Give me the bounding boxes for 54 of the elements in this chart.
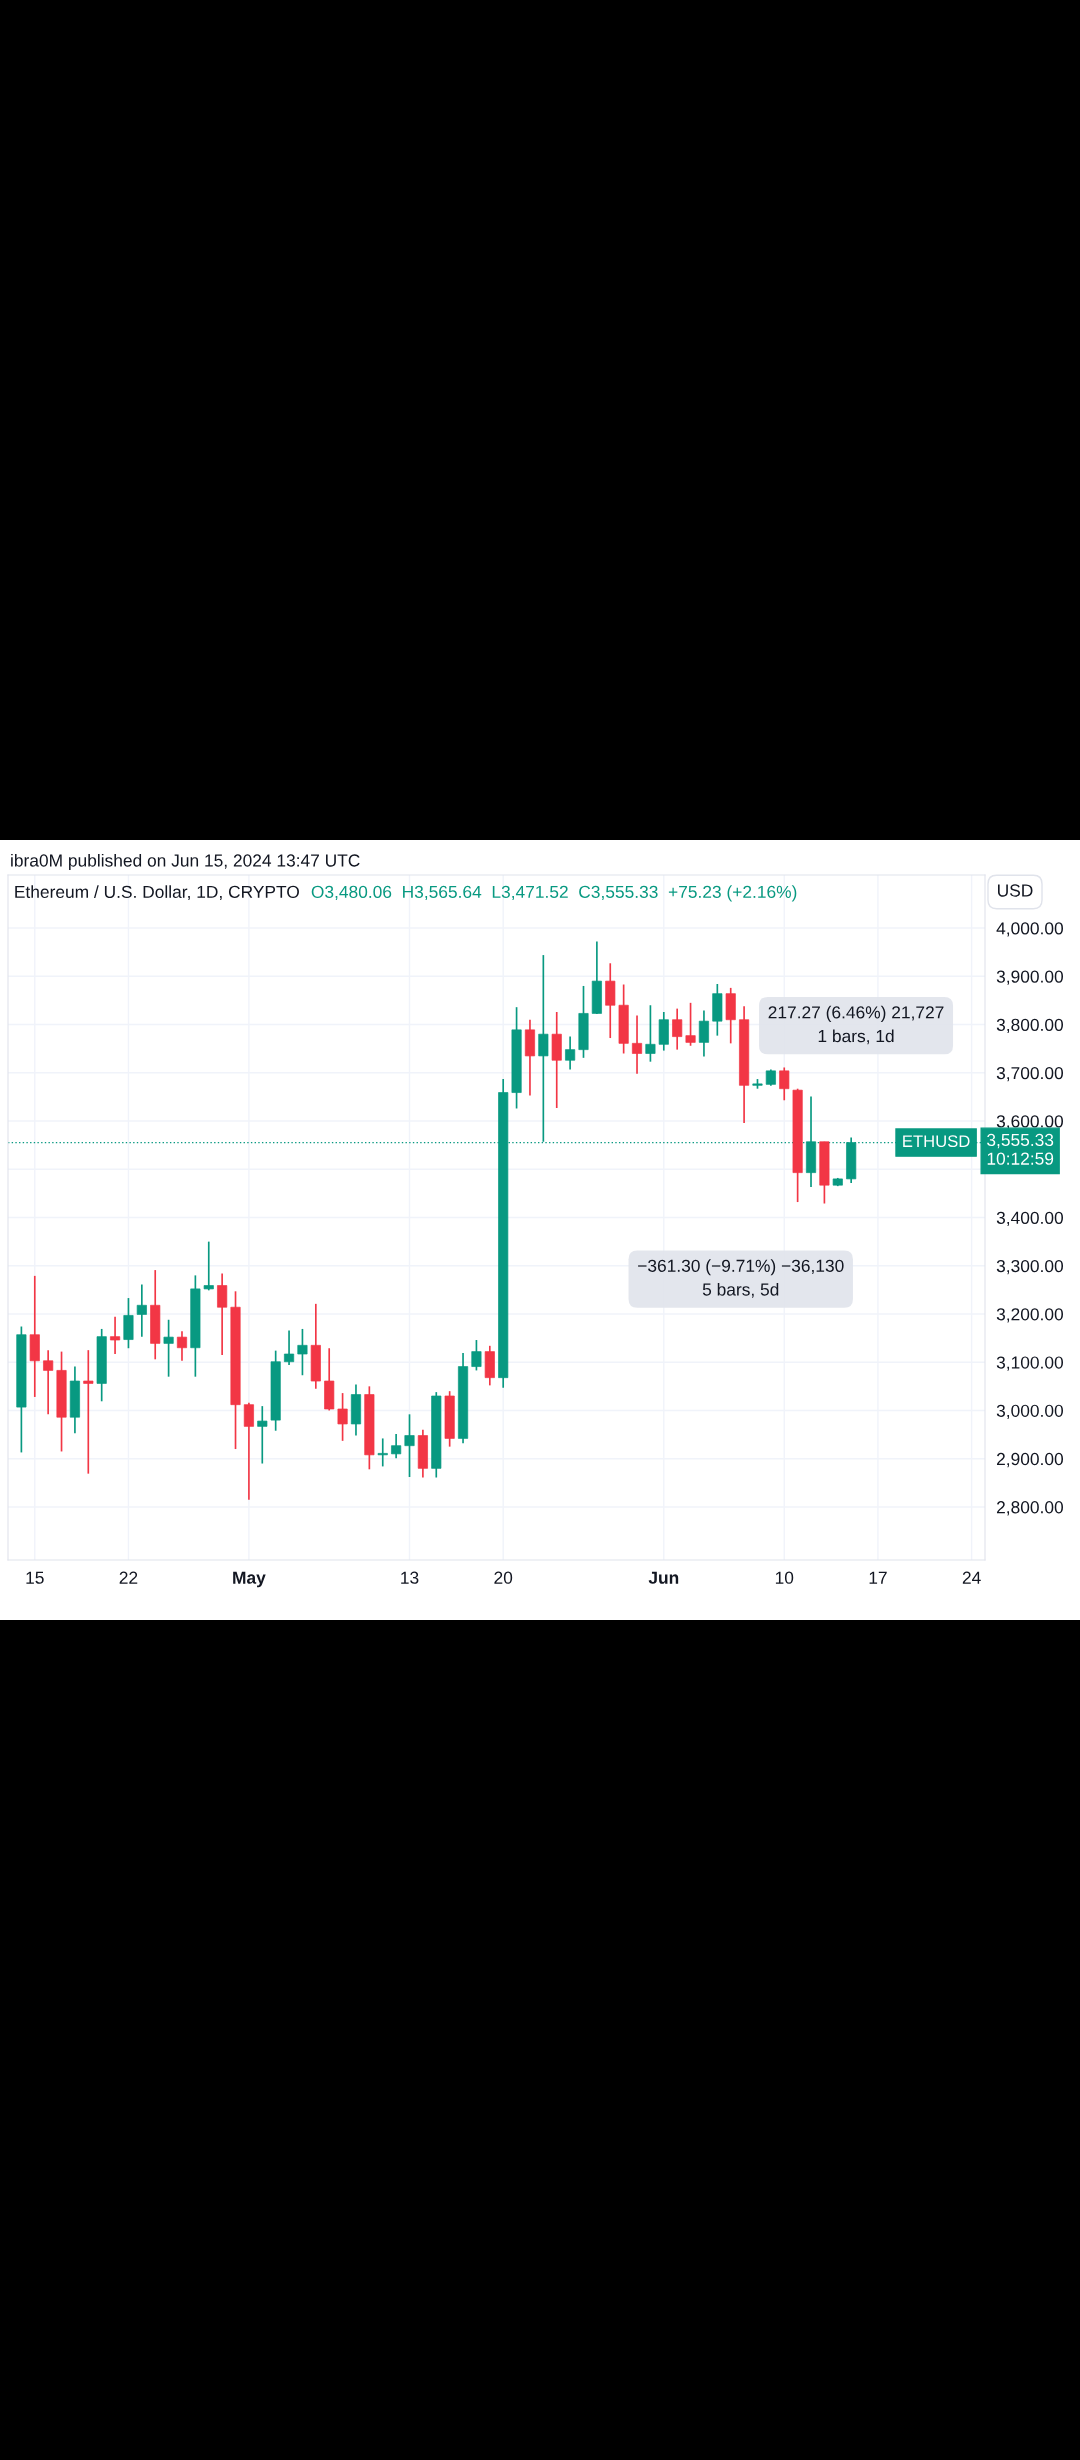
candlestick (645, 1004, 656, 1063)
candlestick (203, 1240, 214, 1292)
candlestick (779, 1066, 790, 1102)
candlestick (110, 1316, 121, 1355)
y-tick-label: 2,900.00 (996, 1452, 1064, 1468)
x-tick-label: 10 (775, 1571, 794, 1584)
candlestick (284, 1329, 295, 1366)
y-tick-label: 4,000.00 (996, 922, 1064, 937)
candlestick (297, 1328, 308, 1377)
x-tick-label: 24 (962, 1571, 981, 1584)
annotation: 217.27 (6.46%) 21,727 1 bars, 1d (768, 1005, 944, 1045)
text: USD (998, 884, 1033, 897)
y-tick-label: 3,000.00 (996, 1404, 1064, 1419)
x-tick-label: 22 (119, 1571, 138, 1584)
x-tick-label: May (233, 1571, 266, 1588)
x-tick-label: 13 (401, 1571, 419, 1584)
candlestick (391, 1433, 402, 1460)
y-tick-label: 3,900.00 (996, 970, 1064, 985)
x-tick-label: 15 (26, 1571, 44, 1584)
annotation: O3,480.06 H3,565.64 L3,471.52 C3,555.33 +75.23 (+2.16%) (311, 885, 797, 902)
ref-line-label: ETHUSD (903, 1135, 970, 1148)
candlestick (83, 1349, 94, 1475)
x-tick-label: 17 (869, 1571, 887, 1584)
candlestick (672, 1007, 683, 1051)
candlestick (217, 1272, 228, 1356)
y-tick-label: 3,200.00 (996, 1308, 1064, 1323)
text: ibra0M published on Jun 15, 2024 13:47 UTC (11, 853, 360, 871)
y-tick-label: 3,300.00 (996, 1259, 1064, 1275)
candlestick (43, 1349, 54, 1416)
y-tick-label: 2,800.00 (996, 1501, 1064, 1516)
candlestick (471, 1339, 482, 1372)
annotation: −361.30 (−9.71%) −36,130 5 bars, 5d (638, 1259, 844, 1298)
candlestick (685, 1001, 696, 1047)
x-tick-label: 20 (494, 1571, 513, 1584)
candlestick (136, 1283, 147, 1338)
y-tick-label: 3,100.00 (996, 1356, 1064, 1371)
y-tick-label: 3,700.00 (996, 1066, 1064, 1082)
candlestick (538, 954, 549, 1143)
candlestick (257, 1405, 268, 1465)
candlestick (698, 1009, 709, 1058)
text: Ethereum / U.S. Dollar, 1D, CRYPTO (15, 885, 299, 901)
y-tick-label: 3,600.00 (996, 1115, 1064, 1130)
candlestick (243, 1401, 254, 1501)
candlestick (404, 1413, 415, 1478)
candlestick (565, 1035, 576, 1071)
candlestick (176, 1330, 188, 1362)
x-tick-label: Jun (648, 1571, 679, 1584)
text: 3,555.33 10:12:59 (987, 1133, 1054, 1165)
y-tick-label: 3,400.00 (996, 1211, 1064, 1227)
candlestick (631, 1014, 643, 1075)
candlestick (337, 1392, 348, 1442)
y-tick-label: 3,800.00 (996, 1018, 1064, 1034)
candlestick (163, 1318, 174, 1378)
candlestick (377, 1437, 388, 1468)
